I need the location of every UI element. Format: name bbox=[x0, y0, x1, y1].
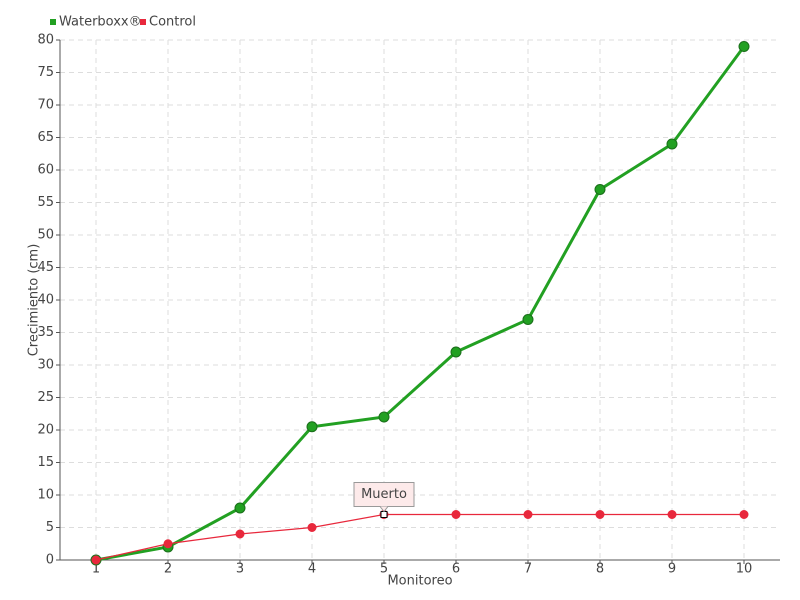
x-tick-label: 3 bbox=[236, 562, 244, 577]
y-tick-label: 45 bbox=[37, 260, 54, 275]
y-tick-label: 15 bbox=[37, 455, 54, 470]
data-point bbox=[378, 411, 390, 423]
x-tick-label: 4 bbox=[308, 562, 316, 577]
y-tick-label: 40 bbox=[37, 293, 54, 308]
series-line bbox=[95, 513, 744, 561]
y-tick-label: 60 bbox=[37, 163, 54, 178]
x-tick-label: 1 bbox=[92, 562, 100, 577]
annotation-box bbox=[353, 482, 415, 507]
x-axis-label: Monitoreo bbox=[387, 574, 452, 589]
data-point bbox=[306, 421, 318, 433]
data-point bbox=[523, 510, 533, 519]
x-tick-label: 5 bbox=[380, 562, 388, 577]
data-point bbox=[235, 529, 245, 539]
data-point bbox=[451, 510, 461, 519]
y-tick-label: 75 bbox=[37, 65, 54, 80]
y-tick-label: 70 bbox=[37, 98, 54, 113]
legend-swatch bbox=[140, 19, 146, 25]
x-tick-label: 10 bbox=[736, 562, 753, 577]
data-point bbox=[522, 314, 534, 325]
legend-swatch bbox=[50, 19, 56, 25]
y-tick-label: 30 bbox=[37, 358, 54, 373]
data-point bbox=[666, 138, 678, 150]
legend-label: Waterboxx® bbox=[59, 15, 142, 30]
grid bbox=[60, 39, 780, 560]
series-line bbox=[95, 45, 746, 562]
y-tick-label: 80 bbox=[37, 33, 54, 48]
data-point bbox=[595, 510, 605, 519]
data-point bbox=[91, 555, 101, 565]
y-tick-label: 10 bbox=[37, 488, 54, 503]
data-point bbox=[739, 510, 749, 519]
y-tick-label: 0 bbox=[46, 553, 54, 568]
x-tick-label: 6 bbox=[452, 562, 460, 577]
y-tick-label: 25 bbox=[37, 390, 54, 405]
data-point bbox=[667, 510, 677, 519]
y-tick-label: 65 bbox=[37, 130, 54, 145]
data-point bbox=[234, 502, 246, 514]
data-point bbox=[738, 41, 750, 52]
y-tick-label: 50 bbox=[37, 228, 54, 243]
x-tick-label: 7 bbox=[524, 562, 532, 577]
annotation-marker bbox=[380, 511, 388, 518]
data-point bbox=[450, 346, 462, 358]
data-point bbox=[594, 184, 606, 195]
y-tick-label: 20 bbox=[37, 423, 54, 438]
y-tick-label: 55 bbox=[37, 195, 54, 210]
legend-label: Control bbox=[149, 15, 196, 30]
x-tick-label: 2 bbox=[164, 562, 172, 577]
y-tick-label: 5 bbox=[46, 520, 54, 535]
y-tick-label: 35 bbox=[37, 325, 54, 340]
x-tick-label: 9 bbox=[668, 562, 676, 577]
annotation-text: Muerto bbox=[361, 487, 407, 502]
x-tick-label: 8 bbox=[596, 562, 604, 577]
y-axis-label: Crecimiento (cm) bbox=[27, 244, 42, 357]
annotation-pointer bbox=[379, 506, 389, 513]
data-point bbox=[163, 539, 173, 549]
data-point bbox=[307, 523, 317, 532]
